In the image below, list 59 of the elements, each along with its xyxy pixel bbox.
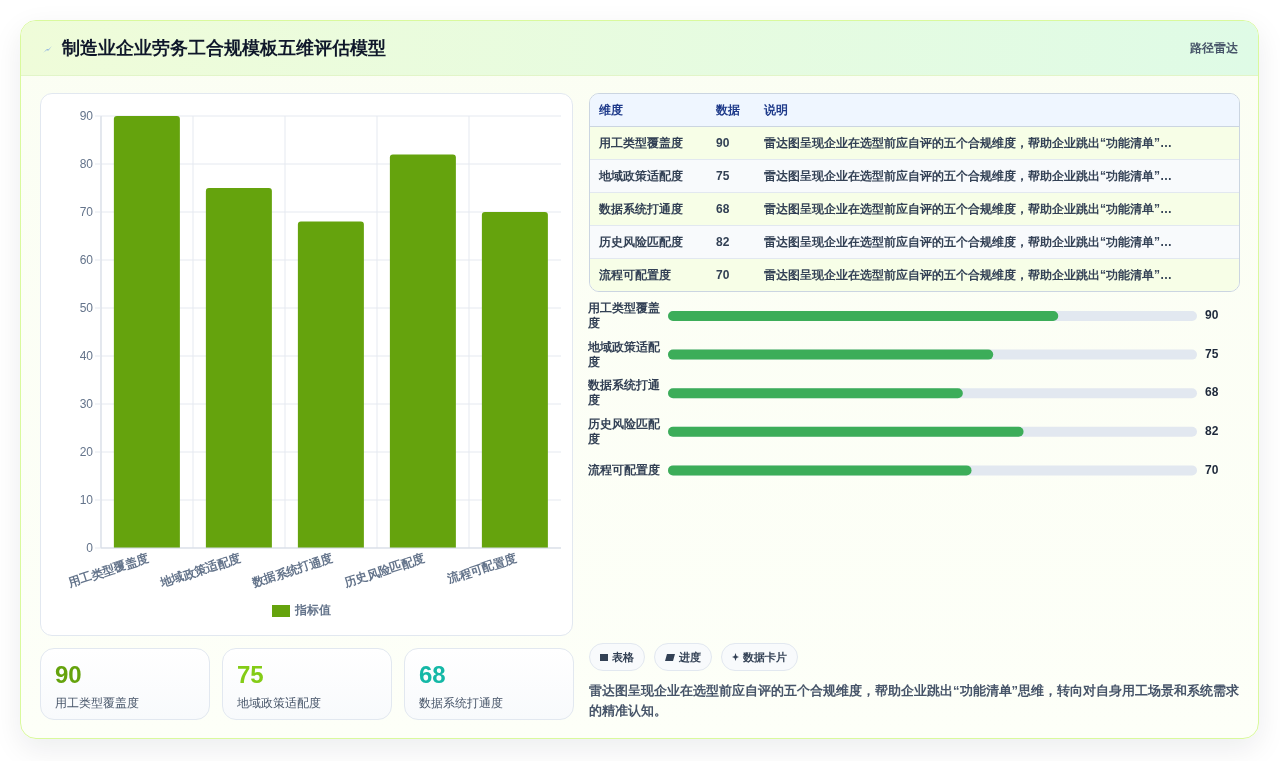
data-label: 68 <box>1205 385 1219 400</box>
bar <box>389 154 456 548</box>
text: 维度 <box>599 102 623 117</box>
data-label: 68 <box>707 192 755 226</box>
data-label: 75 <box>237 661 265 689</box>
y-tick-label: 20 <box>79 445 94 460</box>
text: 数据卡片 <box>743 649 787 665</box>
text: 雷达图呈现企业在选型前应自评的五个合规维度，帮助企业跳出“功能清单”思维，转向对自身用工场景和系统需求的精准认知。 <box>589 683 1239 718</box>
y-tick-label: 流程可配置度 <box>587 462 660 477</box>
text: 雷达图呈现企业在选型前应自评的五个合规维度，帮助企业跳出“功能清单”… <box>764 234 1172 249</box>
data-label: 90 <box>707 126 755 160</box>
text: 路径雷达 <box>1190 41 1238 55</box>
data-label: 70 <box>1205 462 1219 477</box>
y-tick-label: 50 <box>79 301 94 316</box>
y-tick-label: 数据系统打通度 <box>587 378 661 408</box>
text: 说明 <box>764 102 788 117</box>
bar <box>205 188 272 548</box>
data-label: 82 <box>707 225 755 259</box>
x-tick-label: 流程可配置度 <box>444 550 519 587</box>
y-tick-label: 30 <box>79 397 94 412</box>
y-tick-label: 用工类型覆盖度 <box>587 300 660 330</box>
y-tick-label: 10 <box>79 493 94 508</box>
chart-title: 制造业企业劳务工合规模板五维评估模型 <box>62 38 386 58</box>
text: 进度 <box>679 649 701 665</box>
y-tick-label: 0 <box>86 541 94 556</box>
text: 雷达图呈现企业在选型前应自评的五个合规维度，帮助企业跳出“功能清单”… <box>764 267 1172 282</box>
category-label: 流程可配置度 <box>599 267 671 282</box>
data-label: 75 <box>707 159 755 193</box>
bar <box>113 116 180 548</box>
x-tick-label: 历史风险匹配度 <box>341 550 427 591</box>
y-tick-label: 60 <box>79 253 94 268</box>
y-tick-label: 历史风险匹配度 <box>587 416 661 446</box>
data-label: 90 <box>1205 308 1219 323</box>
legend-label: 指标值 <box>294 602 331 619</box>
data-label: 68 <box>419 661 447 689</box>
y-tick-label: 40 <box>79 349 94 364</box>
category-label: 地域政策适配度 <box>599 168 683 183</box>
y-tick-label: 80 <box>79 157 94 172</box>
category-label: 数据系统打通度 <box>419 696 503 710</box>
data-label: 75 <box>1205 346 1219 361</box>
y-tick-label: 地域政策适配度 <box>587 339 661 369</box>
category-label: 地域政策适配度 <box>237 696 321 710</box>
text: 雷达图呈现企业在选型前应自评的五个合规维度，帮助企业跳出“功能清单”… <box>764 135 1172 150</box>
bar <box>297 221 364 548</box>
y-tick-label: 70 <box>79 205 94 220</box>
text: 雷达图呈现企业在选型前应自评的五个合规维度，帮助企业跳出“功能清单”… <box>764 168 1172 183</box>
data-label: 82 <box>1205 423 1219 438</box>
x-tick-label: 地域政策适配度 <box>157 550 243 591</box>
text: 雷达图呈现企业在选型前应自评的五个合规维度，帮助企业跳出“功能清单”… <box>764 201 1172 216</box>
category-label: 数据系统打通度 <box>599 201 683 216</box>
bar <box>481 212 548 548</box>
category-label: 用工类型覆盖度 <box>55 696 139 710</box>
text: 表格 <box>612 649 634 665</box>
data-label: 70 <box>707 258 755 291</box>
x-tick-label: 数据系统打通度 <box>249 550 335 591</box>
y-tick-label: 90 <box>79 109 94 124</box>
category-label: 用工类型覆盖度 <box>599 135 683 150</box>
category-label: 历史风险匹配度 <box>599 234 683 249</box>
text: 数据 <box>716 102 740 117</box>
